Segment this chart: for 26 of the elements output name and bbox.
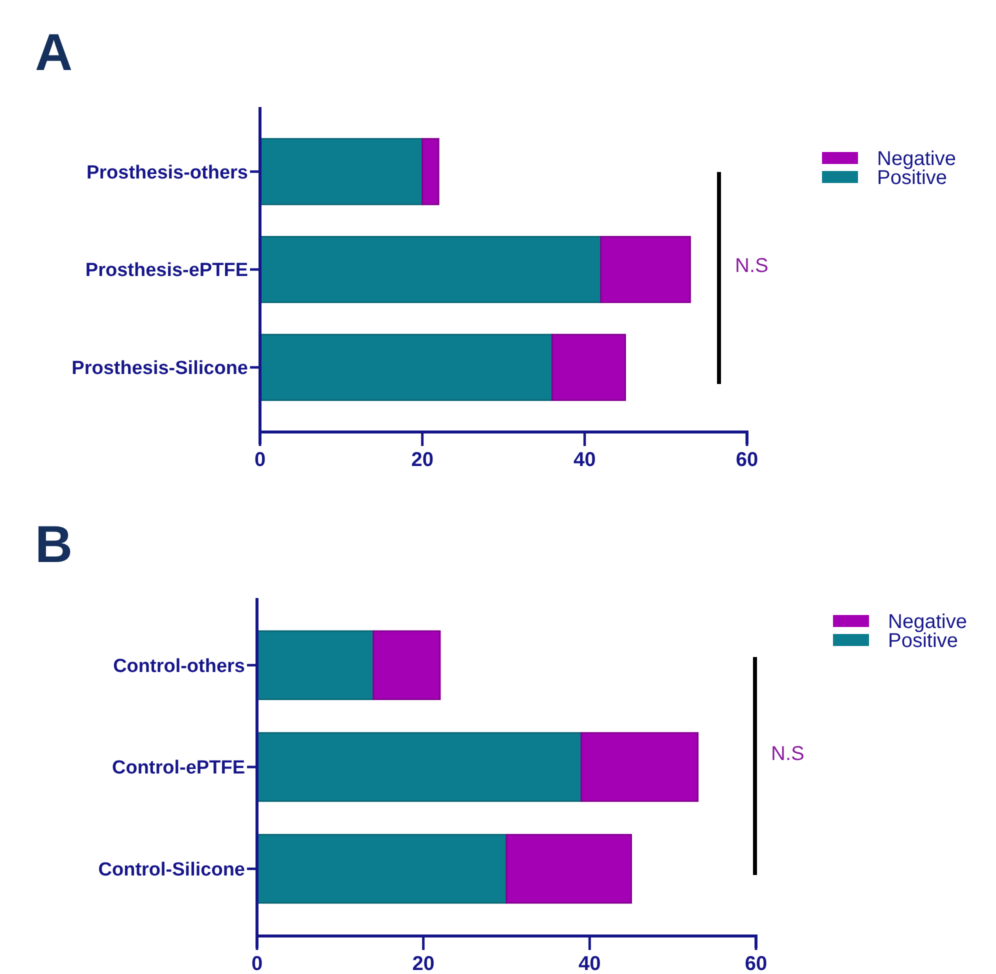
y-tick-label: Control-others — [113, 656, 245, 677]
x-tick-label: 40 — [578, 953, 601, 974]
x-tick-label: 60 — [736, 449, 758, 472]
bar — [580, 732, 699, 802]
text: N.S — [771, 743, 804, 765]
bar — [422, 138, 440, 206]
x-tick-label: 40 — [574, 449, 596, 472]
bar — [372, 630, 441, 700]
legend-label: Negative — [888, 611, 967, 633]
legend-label: Negative — [877, 148, 956, 170]
y-tick-label: Control-ePTFE — [112, 758, 245, 779]
bar — [506, 834, 632, 904]
x-tick-label: 0 — [251, 953, 263, 974]
x-tick-label: 20 — [412, 953, 434, 974]
y-tick-label: Prosthesis-ePTFE — [85, 260, 248, 282]
chart-title: B — [35, 516, 73, 574]
bar — [551, 334, 626, 401]
chart-title: A — [35, 24, 73, 82]
bar — [600, 236, 691, 304]
x-tick-label: 0 — [254, 449, 266, 472]
y-tick-label: Prosthesis-others — [86, 162, 248, 184]
y-tick-label: Prosthesis-Silicone — [72, 358, 248, 380]
x-tick-label: 20 — [411, 449, 434, 472]
x-tick-label: 60 — [744, 953, 768, 974]
annotation: N.S — [735, 255, 768, 277]
y-tick-label: Control-Silicone — [98, 859, 245, 880]
